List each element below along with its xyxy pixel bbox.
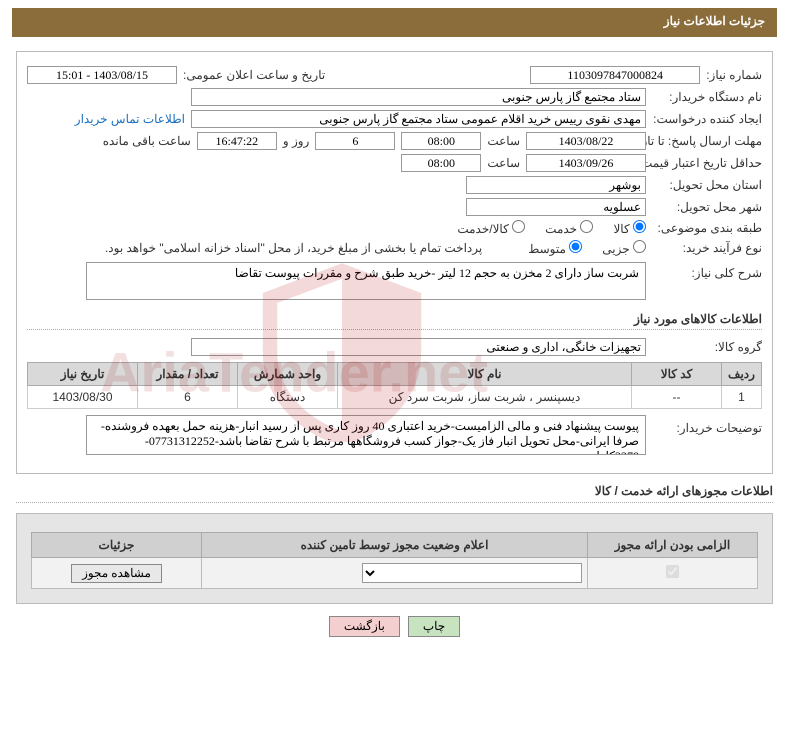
category-radio-service-label: خدمت	[545, 222, 577, 236]
license-th-mandatory: الزامی بودن ارائه مجوز	[588, 533, 758, 558]
category-opt-service[interactable]: خدمت	[545, 220, 593, 236]
buyer-notes-textarea[interactable]	[86, 415, 646, 455]
requester-label: ایجاد کننده درخواست:	[652, 112, 762, 126]
buyer-org-label: نام دستگاه خریدار:	[652, 90, 762, 104]
requester-input[interactable]	[191, 110, 646, 128]
purchase-type-label: نوع فرآیند خرید:	[652, 241, 762, 255]
need-no-input[interactable]	[530, 66, 700, 84]
validity-label: حداقل تاریخ اعتبار قیمت: تا تاریخ:	[652, 156, 762, 170]
goods-group-label: گروه کالا:	[652, 340, 762, 354]
days-and-label: روز و	[283, 134, 310, 148]
remaining-time-input[interactable]	[197, 132, 277, 150]
purchase-radio-medium[interactable]	[569, 240, 582, 253]
time-label-2: ساعت	[487, 156, 520, 170]
payment-note: پرداخت تمام یا بخشی از مبلغ خرید، از محل…	[105, 241, 482, 255]
validity-date-input[interactable]	[526, 154, 646, 172]
license-th-details: جزئیات	[32, 533, 202, 558]
announce-dt-input[interactable]	[27, 66, 177, 84]
license-row: مشاهده مجوز	[32, 558, 758, 589]
need-no-label: شماره نیاز:	[706, 68, 762, 82]
category-radio-goods[interactable]	[633, 220, 646, 233]
delivery-city-input[interactable]	[466, 198, 646, 216]
category-radio-both[interactable]	[512, 220, 525, 233]
goods-cell-qty: 6	[138, 386, 238, 409]
license-mandatory-checkbox	[666, 565, 679, 578]
category-label: طبقه بندی موضوعی:	[652, 221, 762, 235]
goods-cell-idx: 1	[722, 386, 762, 409]
license-panel: الزامی بودن ارائه مجوز اعلام وضعیت مجوز …	[16, 513, 773, 604]
goods-th-idx: ردیف	[722, 363, 762, 386]
goods-th-name: نام کالا	[338, 363, 632, 386]
reply-time-input[interactable]	[401, 132, 481, 150]
summary-label: شرح کلی نیاز:	[652, 262, 762, 280]
footer-buttons: چاپ بازگشت	[0, 616, 789, 637]
goods-cell-code: --	[632, 386, 722, 409]
category-opt-both[interactable]: کالا/خدمت	[457, 220, 525, 236]
purchase-radio-minor[interactable]	[633, 240, 646, 253]
time-label-1: ساعت	[487, 134, 520, 148]
page-title: جزئیات اطلاعات نیاز	[664, 14, 765, 28]
goods-cell-date: 1403/08/30	[28, 386, 138, 409]
goods-group-input[interactable]	[191, 338, 646, 356]
remaining-label: ساعت باقی مانده	[103, 134, 191, 148]
reply-deadline-label: مهلت ارسال پاسخ: تا تاریخ:	[652, 134, 762, 148]
license-status-select[interactable]	[362, 563, 582, 583]
summary-textarea[interactable]	[86, 262, 646, 300]
goods-th-unit: واحد شمارش	[238, 363, 338, 386]
delivery-province-label: استان محل تحویل:	[652, 178, 762, 192]
category-radio-service[interactable]	[580, 220, 593, 233]
page-header: جزئیات اطلاعات نیاز	[12, 8, 777, 34]
category-radio-goods-label: کالا	[613, 222, 629, 236]
buyer-notes-label: توضیحات خریدار:	[652, 415, 762, 435]
buyer-org-input[interactable]	[191, 88, 646, 106]
purchase-radio-minor-label: جزیی	[602, 242, 629, 256]
purchase-opt-minor[interactable]: جزیی	[602, 240, 646, 256]
purchase-opt-medium[interactable]: متوسط	[528, 240, 582, 256]
reply-date-input[interactable]	[526, 132, 646, 150]
license-table: الزامی بودن ارائه مجوز اعلام وضعیت مجوز …	[31, 532, 758, 589]
category-opt-goods[interactable]: کالا	[613, 220, 646, 236]
back-button[interactable]: بازگشت	[329, 616, 400, 637]
license-details-button[interactable]: مشاهده مجوز	[71, 564, 162, 583]
license-section-title: اطلاعات مجوزهای ارائه خدمت / کالا	[16, 484, 773, 503]
goods-th-code: کد کالا	[632, 363, 722, 386]
main-form-panel: AriaTender.net شماره نیاز: تاریخ و ساعت …	[16, 51, 773, 474]
delivery-city-label: شهر محل تحویل:	[652, 200, 762, 214]
goods-cell-name: دیسپنسر ، شربت ساز، شربت سرد کن	[338, 386, 632, 409]
announce-dt-label: تاریخ و ساعت اعلان عمومی:	[183, 68, 325, 82]
goods-section-title: اطلاعات کالاهای مورد نیاز	[27, 312, 762, 330]
validity-time-input[interactable]	[401, 154, 481, 172]
purchase-radio-medium-label: متوسط	[528, 242, 566, 256]
category-radio-both-label: کالا/خدمت	[457, 222, 508, 236]
goods-cell-unit: دستگاه	[238, 386, 338, 409]
days-count-input[interactable]	[315, 132, 395, 150]
license-th-status: اعلام وضعیت مجوز توسط تامین کننده	[202, 533, 588, 558]
header-underline	[12, 34, 777, 37]
goods-th-qty: تعداد / مقدار	[138, 363, 238, 386]
delivery-province-input[interactable]	[466, 176, 646, 194]
buyer-contact-link[interactable]: اطلاعات تماس خریدار	[75, 112, 185, 126]
goods-row: 1 -- دیسپنسر ، شربت ساز، شربت سرد کن دست…	[28, 386, 762, 409]
goods-table: ردیف کد کالا نام کالا واحد شمارش تعداد /…	[27, 362, 762, 409]
goods-th-date: تاریخ نیاز	[28, 363, 138, 386]
print-button[interactable]: چاپ	[408, 616, 460, 637]
